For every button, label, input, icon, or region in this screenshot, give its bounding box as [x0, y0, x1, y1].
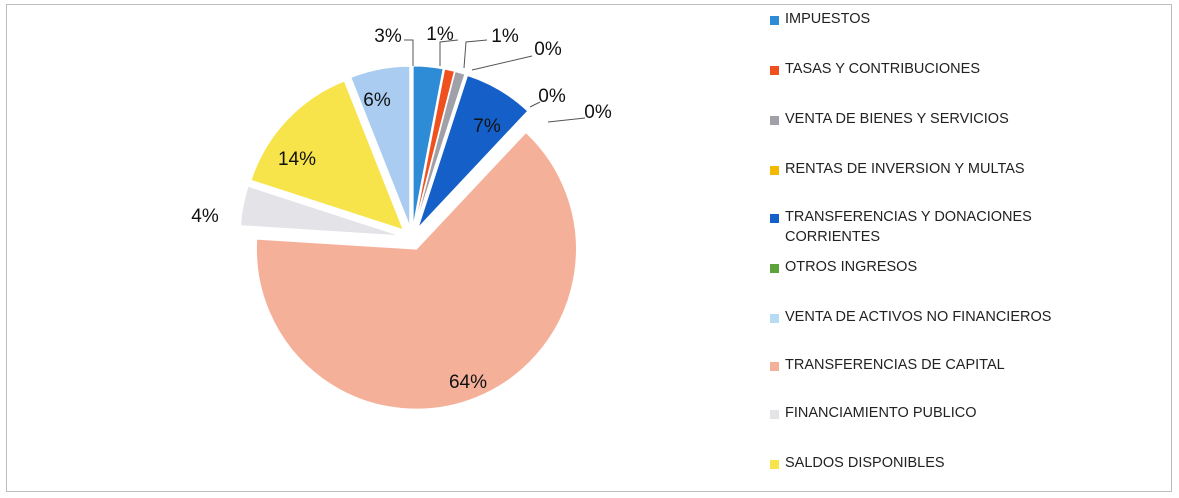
legend-entry: TRANSFERENCIAS Y DONACIONES CORRIENTES	[770, 209, 1115, 247]
data-label: 0%	[534, 39, 562, 60]
pie-slice	[350, 65, 411, 227]
data-label: 0%	[538, 86, 566, 107]
legend-entry: OTROS INGRESOS	[770, 259, 1115, 277]
data-label: 4%	[191, 206, 219, 227]
data-label: 1%	[426, 24, 454, 45]
legend-entry: VENTA DE ACTIVOS NO FINANCIEROS	[770, 309, 1115, 327]
legend-entry: SALDOS DISPONIBLES	[770, 455, 1115, 473]
legend-swatch	[770, 166, 779, 175]
legend-entry: TRANSFERENCIAS DE CAPITAL	[770, 357, 1115, 375]
legend-swatch	[770, 66, 779, 75]
legend-swatch	[770, 362, 779, 371]
legend-entry: IMPUESTOS	[770, 11, 1115, 29]
leader-line	[463, 39, 488, 69]
pie-slice	[239, 185, 401, 237]
legend-label: RENTAS DE INVERSION Y MULTAS	[785, 161, 1025, 177]
legend-label: FINANCIAMIENTO PUBLICO	[785, 405, 977, 421]
legend-label: TRANSFERENCIAS Y DONACIONES CORRIENTES	[785, 209, 1032, 245]
pie-slice	[417, 74, 529, 229]
pie-slice	[250, 80, 405, 231]
data-label: 1%	[491, 26, 519, 47]
legend-label: IMPUESTOS	[785, 11, 871, 27]
legend-entry: RENTAS DE INVERSION Y MULTAS	[770, 161, 1115, 179]
leader-line	[439, 39, 459, 66]
pie-slice	[412, 65, 444, 227]
data-label: 3%	[374, 26, 402, 47]
legend-swatch	[770, 264, 779, 273]
legend-entry: TASAS Y CONTRIBUCIONES	[770, 61, 1115, 79]
legend-swatch	[770, 214, 779, 223]
legend-swatch	[770, 314, 779, 323]
legend-label: OTROS INGRESOS	[785, 259, 918, 275]
legend-label: VENTA DE ACTIVOS NO FINANCIEROS	[785, 309, 1052, 325]
legend-swatch	[770, 460, 779, 469]
data-label: 0%	[584, 102, 612, 123]
leader-line	[529, 101, 541, 108]
leader-line	[404, 39, 414, 66]
leader-line	[471, 55, 533, 71]
pie-chart: 3% 1% 1% 0% 7% 0% 0% 64% 4% 14% 6%	[191, 24, 612, 410]
data-label: 6%	[363, 90, 391, 111]
pie-slice	[414, 68, 456, 227]
legend-swatch	[770, 16, 779, 25]
legend-entry: VENTA DE BIENES Y SERVICIOS	[770, 111, 1115, 129]
legend-swatch	[770, 116, 779, 125]
data-label: 64%	[449, 372, 487, 393]
legend-label: TRANSFERENCIAS DE CAPITAL	[785, 357, 1005, 373]
legend-swatch	[770, 410, 779, 419]
leader-line	[547, 117, 586, 123]
legend-label: SALDOS DISPONIBLES	[785, 455, 945, 471]
legend-entry: FINANCIAMIENTO PUBLICO	[770, 405, 1115, 423]
chart-frame	[6, 4, 1172, 492]
data-label: 7%	[473, 116, 501, 137]
legend-label: TASAS Y CONTRIBUCIONES	[785, 61, 980, 77]
legend-label: VENTA DE BIENES Y SERVICIOS	[785, 111, 1009, 127]
pie-slice	[255, 131, 577, 410]
data-label: 14%	[278, 149, 316, 170]
